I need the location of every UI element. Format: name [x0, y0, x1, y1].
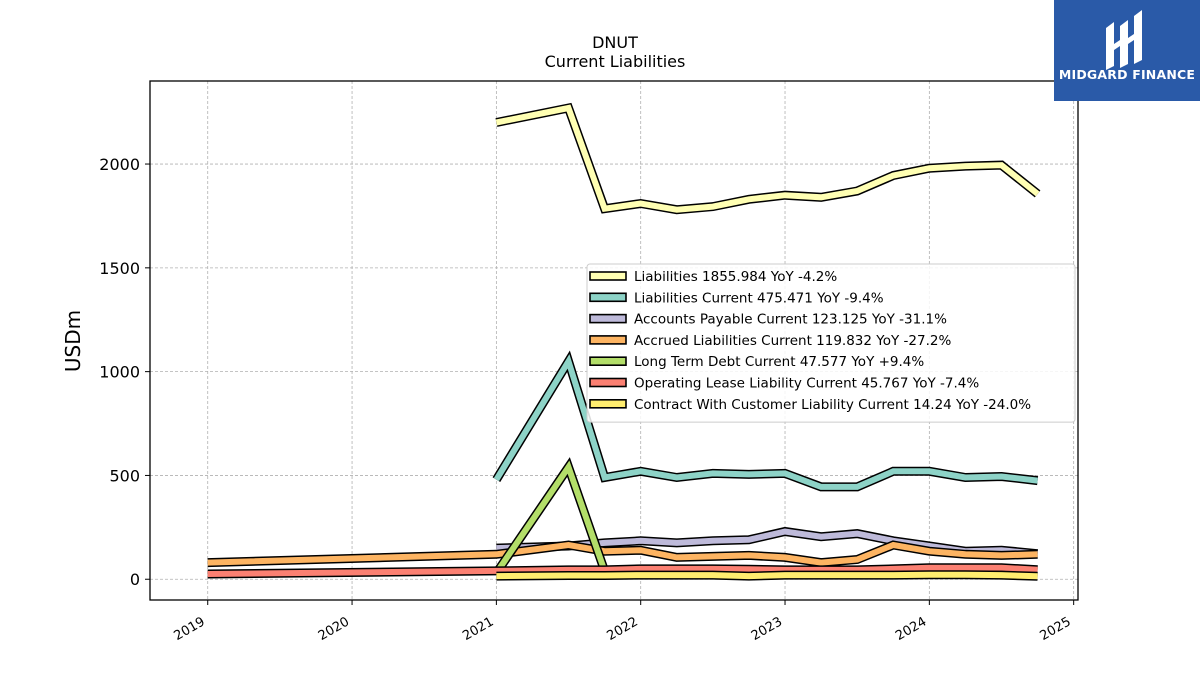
midgard-finance-logo: MIDGARD FINANCE	[1054, 0, 1200, 101]
series-stroke	[207, 541, 1038, 566]
y-axis-label: USDm	[61, 310, 85, 372]
series-line	[495, 102, 1041, 215]
x-tick-label: 2025	[1038, 614, 1074, 644]
midgard-logo-mark-icon	[1106, 10, 1142, 70]
y-tick-label: 1500	[99, 259, 140, 278]
x-tick-label: 2024	[893, 614, 929, 644]
x-tick-label: 2023	[749, 614, 785, 644]
series-stroke	[496, 571, 1038, 580]
legend-entry: Operating Lease Liability Current 45.767…	[634, 376, 979, 392]
legend-swatch	[589, 271, 627, 281]
legend-swatch	[589, 292, 627, 303]
plot-frame	[149, 80, 1079, 601]
legend-entry: Contract With Customer Liability Current…	[634, 397, 1031, 413]
legend-entry: Liabilities 1855.984 YoY -4.2%	[634, 269, 837, 285]
x-tick-label: 2020	[316, 614, 352, 644]
series-stroke	[495, 104, 1040, 213]
legend-entry: Long Term Debt Current 47.577 YoY +9.4%	[634, 354, 924, 370]
series-line	[207, 540, 1038, 568]
x-tick-label: 2019	[172, 614, 208, 644]
legend: Liabilities 1855.984 YoY -4.2% Liabilitie…	[586, 263, 1076, 423]
legend-swatch	[589, 377, 627, 388]
series-stroke	[493, 354, 1038, 490]
x-tick-label: 2021	[460, 614, 496, 644]
y-tick-label: 0	[130, 570, 140, 589]
legend-box	[586, 263, 1076, 423]
chart-title: DNUT	[592, 33, 638, 52]
series-line	[492, 457, 609, 576]
grid-lines	[150, 81, 1078, 600]
x-tick-label: 2022	[605, 614, 641, 644]
y-tick-label: 2000	[99, 155, 140, 174]
series-line	[492, 350, 1039, 492]
legend-entry: Accrued Liabilities Current 119.832 YoY …	[634, 333, 951, 349]
y-tick-label: 500	[109, 466, 140, 485]
legend-entry: Liabilities Current 475.471 YoY -9.4%	[634, 290, 884, 306]
series-stroke	[207, 564, 1038, 577]
legend-swatch	[589, 313, 627, 324]
series-line	[496, 570, 1038, 581]
legend-swatch	[589, 335, 627, 345]
legend-entry: Accounts Payable Current 123.125 YoY -31…	[634, 312, 947, 328]
legend-swatch	[589, 356, 627, 367]
y-tick-label: 1000	[99, 363, 140, 382]
series-stroke	[493, 460, 608, 575]
legend-swatch	[589, 398, 627, 409]
series-lines	[207, 102, 1041, 581]
series-line	[207, 563, 1038, 579]
logo-text: MIDGARD FINANCE	[1058, 67, 1196, 82]
chart-subtitle: Current Liabilities	[545, 52, 686, 71]
